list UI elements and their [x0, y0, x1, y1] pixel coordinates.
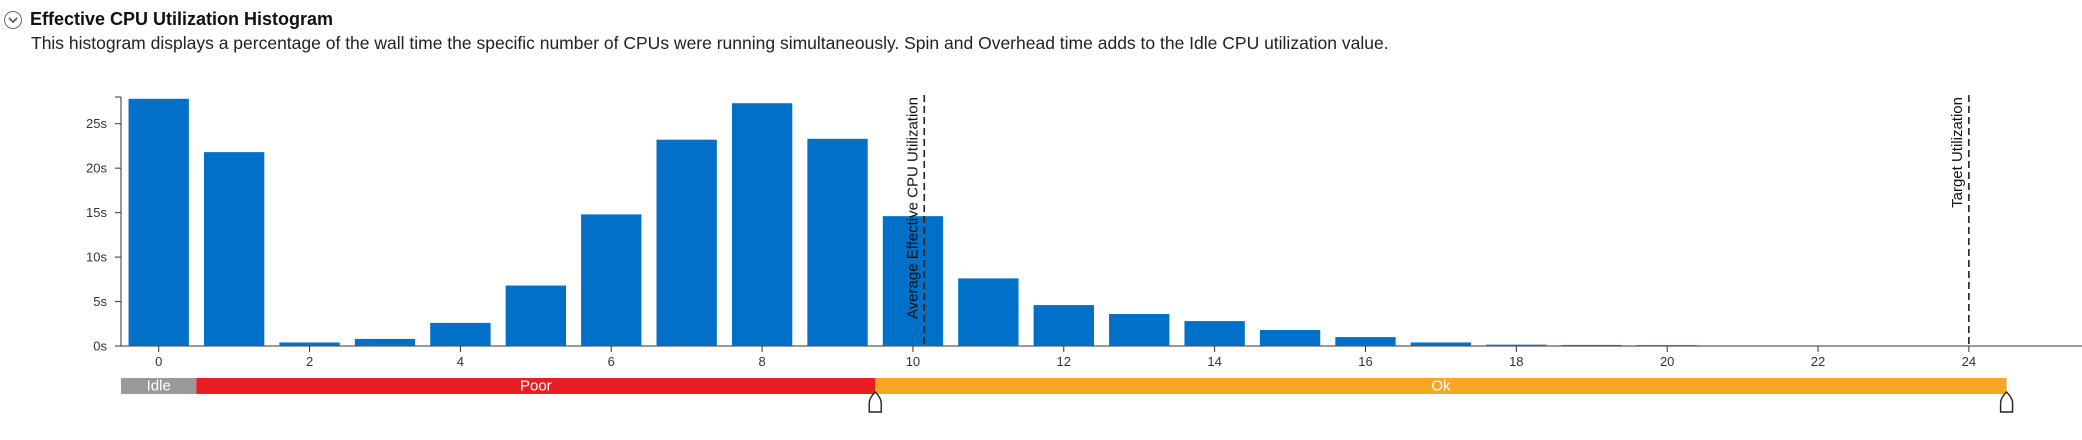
- histogram-bar[interactable]: [581, 214, 642, 346]
- histogram-bar[interactable]: [430, 322, 491, 346]
- y-tick-label: 5s: [93, 294, 107, 309]
- x-tick-label: 22: [1811, 354, 1825, 369]
- x-tick-label: 4: [457, 354, 464, 369]
- y-tick-label: 15s: [86, 205, 107, 220]
- histogram-bar[interactable]: [1561, 344, 1622, 346]
- x-tick-label: 16: [1358, 354, 1372, 369]
- section-title: Effective CPU Utilization Histogram: [30, 9, 334, 29]
- section-description: This histogram displays a percentage of …: [31, 33, 1389, 53]
- histogram-bar[interactable]: [1410, 342, 1472, 346]
- x-tick-label: 12: [1057, 354, 1071, 369]
- y-tick-label: 20s: [86, 161, 107, 176]
- histogram-bar[interactable]: [656, 139, 717, 346]
- histogram-bar[interactable]: [882, 216, 944, 346]
- y-tick-label: 25s: [86, 116, 107, 131]
- histogram-bar[interactable]: [1486, 344, 1547, 346]
- histogram-bar[interactable]: [354, 338, 416, 346]
- histogram-bar[interactable]: [1184, 321, 1245, 346]
- histogram-bar[interactable]: [1033, 305, 1094, 346]
- histogram-bar[interactable]: [958, 278, 1019, 346]
- x-tick-label: 14: [1207, 354, 1221, 369]
- x-tick-label: 10: [906, 354, 920, 369]
- band-label-idle: Idle: [147, 378, 171, 395]
- y-tick-label: 10s: [86, 250, 107, 265]
- histogram-bar[interactable]: [1109, 313, 1170, 346]
- y-tick-label: 0s: [93, 339, 107, 354]
- band-label-poor: Poor: [520, 378, 552, 395]
- histogram-bar[interactable]: [731, 103, 793, 346]
- chevron-down-icon[interactable]: [4, 10, 22, 29]
- x-tick-label: 18: [1509, 354, 1523, 369]
- threshold-handle[interactable]: [868, 391, 882, 413]
- band-idle: [121, 378, 197, 394]
- section-header: Effective CPU Utilization Histogram: [4, 9, 333, 30]
- band-ok: [875, 378, 2007, 394]
- histogram-bar[interactable]: [128, 98, 189, 347]
- x-tick-label: 24: [1962, 354, 1976, 369]
- x-tick-label: 6: [608, 354, 615, 369]
- histogram-bar[interactable]: [807, 138, 868, 346]
- x-tick-label: 2: [306, 354, 313, 369]
- average-utilization-label: Average Effective CPU Utilization: [904, 97, 921, 319]
- histogram-bar[interactable]: [203, 152, 265, 346]
- band-label-ok: Ok: [1431, 378, 1451, 395]
- x-tick-label: 0: [155, 354, 162, 369]
- histogram-bar[interactable]: [505, 285, 566, 346]
- histogram-bar[interactable]: [1259, 329, 1321, 346]
- histogram-bar[interactable]: [1637, 345, 1698, 346]
- histogram-bar[interactable]: [1335, 337, 1396, 346]
- target-utilization-label: Target Utilization: [1949, 97, 1966, 208]
- x-tick-label: 20: [1660, 354, 1674, 369]
- x-tick-label: 8: [758, 354, 765, 369]
- band-poor: [196, 378, 876, 394]
- threshold-handle[interactable]: [1999, 391, 2014, 413]
- histogram-bar[interactable]: [279, 342, 340, 346]
